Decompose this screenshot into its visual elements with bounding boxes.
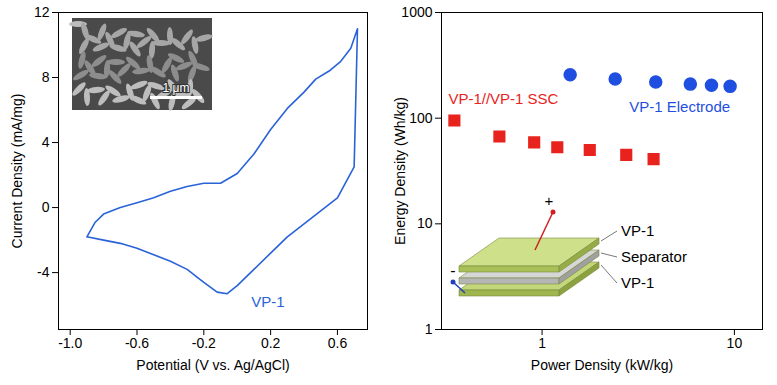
svg-text:0: 0 bbox=[42, 199, 50, 215]
svg-text:1000: 1000 bbox=[401, 4, 432, 20]
svg-text:1: 1 bbox=[425, 321, 433, 337]
svg-text:10: 10 bbox=[417, 215, 433, 231]
svg-text:0.6: 0.6 bbox=[328, 335, 348, 351]
svg-text:100: 100 bbox=[409, 110, 433, 126]
svg-text:-0.2: -0.2 bbox=[192, 335, 216, 351]
svg-text:1: 1 bbox=[538, 335, 546, 351]
svg-text:1 μm: 1 μm bbox=[163, 81, 190, 95]
svg-text:4: 4 bbox=[42, 134, 50, 150]
svg-text:VP-1: VP-1 bbox=[621, 274, 654, 291]
svg-text:VP-1//VP-1 SSC: VP-1//VP-1 SSC bbox=[448, 90, 558, 107]
svg-text:VP-1 Electrode: VP-1 Electrode bbox=[629, 98, 730, 115]
svg-text:-: - bbox=[450, 262, 455, 279]
svg-text:10: 10 bbox=[727, 335, 743, 351]
svg-text:-4: -4 bbox=[37, 264, 50, 280]
svg-text:8: 8 bbox=[42, 69, 50, 85]
svg-text:+: + bbox=[545, 192, 554, 209]
svg-text:-0.6: -0.6 bbox=[125, 335, 149, 351]
svg-text:-1.0: -1.0 bbox=[58, 335, 82, 351]
svg-text:Power Density (kW/kg): Power Density (kW/kg) bbox=[531, 357, 673, 373]
svg-text:Separator: Separator bbox=[621, 248, 687, 265]
svg-text:0.2: 0.2 bbox=[261, 335, 281, 351]
svg-text:12: 12 bbox=[34, 4, 50, 20]
svg-text:Energy Density (Wh/kg): Energy Density (Wh/kg) bbox=[392, 97, 408, 245]
svg-text:VP-1: VP-1 bbox=[251, 293, 284, 310]
svg-text:VP-1: VP-1 bbox=[621, 222, 654, 239]
svg-text:Current Density (mA/mg): Current Density (mA/mg) bbox=[9, 94, 25, 249]
svg-text:Potential (V vs. Ag/AgCl): Potential (V vs. Ag/AgCl) bbox=[136, 357, 289, 373]
